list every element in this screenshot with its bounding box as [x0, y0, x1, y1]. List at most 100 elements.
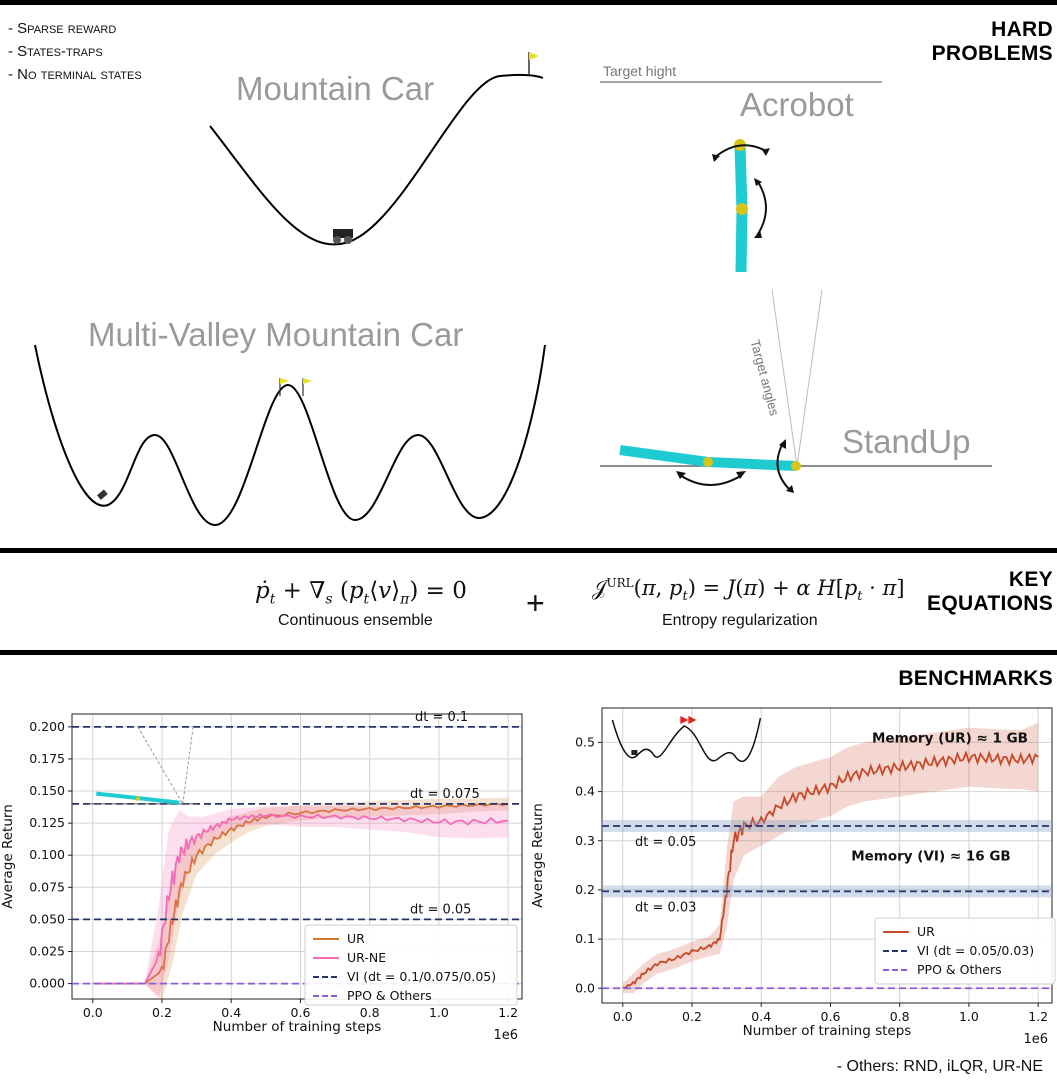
acrobot-diagram	[712, 139, 770, 273]
x-tick-label: 0.6	[291, 1005, 311, 1020]
chart-legend: UR VI (dt = 0.05/0.03) PPO & Others	[874, 917, 1056, 985]
y-tick-label: 0.125	[29, 815, 65, 830]
memory-ur-annotation: Memory (UR) ≈ 1 GB	[872, 730, 1028, 746]
goal-flag-icon	[302, 378, 312, 396]
others-footnote: - Others: RND, iLQR, UR-NE	[836, 1058, 1043, 1075]
x-tick-label: 0.6	[821, 1009, 841, 1024]
y-tick-label: 0.3	[575, 833, 595, 848]
legend-label: VI (dt = 0.05/0.03)	[917, 943, 1034, 958]
bullet-no-terminal: - No terminal states	[8, 66, 142, 83]
benchmarks-rule	[0, 650, 1057, 655]
x-tick-label: 1.0	[959, 1009, 979, 1024]
standup-target-line-2	[796, 289, 823, 467]
y-tick-label: 0.5	[575, 734, 595, 749]
x-tick-label: 0.4	[221, 1005, 241, 1020]
multi-valley-curve	[34, 344, 546, 527]
x-tick-label: 1.0	[429, 1005, 449, 1020]
entropy-equation: 𝒥URL(π, pt) = J(π) + α H[pt · π]	[592, 576, 905, 605]
standup-joint-1	[703, 457, 713, 467]
x-tick-label: 0.2	[152, 1005, 172, 1020]
x-tick-label: 0.8	[360, 1005, 380, 1020]
ur-series-line	[622, 750, 1039, 989]
mountain-car-title: Mountain Car	[236, 70, 435, 107]
x-multiplier-label: 1e6	[1023, 1032, 1048, 1045]
standup-target-line-1	[771, 289, 798, 467]
x-tick-label: 0.0	[613, 1009, 633, 1024]
x-multiplier-label: 1e6	[493, 1028, 518, 1043]
ur-series-line	[92, 802, 509, 985]
benchmarks-title: BENCHMARKS	[898, 667, 1053, 690]
acrobot-title: Acrobot	[740, 86, 854, 123]
eq1-caption: Continuous ensemble	[278, 612, 433, 629]
top-rule	[0, 0, 1057, 5]
y-tick-label: 0.4	[575, 784, 595, 799]
plot-frame	[71, 713, 523, 1000]
y-tick-label: 0.2	[575, 882, 595, 897]
y-axis-label: Average Return	[0, 804, 16, 909]
y-tick-label: 0.175	[29, 751, 65, 766]
series-confidence-band	[92, 803, 509, 999]
x-tick-label: 1.2	[1028, 1009, 1048, 1024]
vi-dt-label: dt = 0.05	[635, 835, 696, 850]
y-tick-label: 0.200	[29, 719, 65, 734]
plot-frame	[601, 707, 1053, 1004]
plus-sign: +	[526, 585, 545, 621]
acrobot-joint-2	[736, 203, 748, 215]
legend-label: UR	[917, 924, 935, 939]
red-flag-icon	[688, 716, 697, 724]
rotate-arrow-icon	[776, 444, 791, 491]
red-flag-icon	[680, 716, 689, 724]
x-tick-label: 0.4	[751, 1009, 771, 1024]
mountain-car-diagram	[209, 52, 544, 246]
eq2-caption: Entropy regularization	[662, 612, 818, 629]
y-tick-label: 0.100	[29, 847, 65, 862]
standup-diagram	[600, 289, 992, 493]
x-tick-label: 0.0	[83, 1005, 103, 1020]
continuity-equation: ṗt + ∇s (pt⟨v⟩π) = 0	[255, 578, 467, 608]
multi-valley-diagram	[34, 344, 546, 527]
car-icon	[333, 229, 353, 244]
x-tick-label: 0.2	[682, 1009, 702, 1024]
acrobot-target-label: Target hight	[603, 63, 677, 79]
rotate-arrow-icon	[757, 181, 767, 235]
legend-label: UR-NE	[347, 950, 386, 965]
legend-label: UR	[347, 931, 365, 946]
y-tick-label: 0.075	[29, 879, 65, 894]
legend-label: VI (dt = 0.1/0.075/0.05)	[347, 969, 496, 984]
y-tick-label: 0.150	[29, 783, 65, 798]
key-equations-rule	[0, 548, 1057, 553]
x-tick-label: 1.2	[498, 1005, 518, 1020]
bullet-sparse-reward: - Sparse reward	[8, 20, 117, 37]
y-tick-label: 0.000	[29, 976, 65, 991]
standup-title: StandUp	[842, 423, 971, 460]
problem-properties-list: - Sparse reward - States-traps - No term…	[8, 17, 142, 86]
x-axis-label: Number of training steps	[743, 1023, 912, 1039]
vi-dt-label: dt = 0.1	[415, 710, 468, 725]
standup-joint-2	[791, 461, 801, 471]
memory-vi-annotation: Memory (VI) ≈ 16 GB	[851, 848, 1010, 864]
hard-problems-title: HARD PROBLEMS	[931, 18, 1053, 65]
legend-label: PPO & Others	[347, 988, 432, 1003]
legend-label: PPO & Others	[917, 962, 1002, 977]
x-axis-label: Number of training steps	[213, 1019, 382, 1035]
acrobot-target-line	[600, 81, 882, 83]
y-tick-label: 0.0	[575, 980, 595, 995]
car-icon	[631, 750, 638, 755]
bullet-states-traps: - States-traps	[8, 43, 103, 60]
multi-valley-benchmark-chart: 0.0 0.2 0.4 0.6 0.8 1.0 1.2 0.0 0.1 0.2 0.3 0.4 0.5 N…	[530, 707, 1056, 1045]
chart-legend: UR UR-NE VI (dt = 0.1/0.075/0.05) PPO & Oth…	[304, 924, 518, 1006]
y-tick-label: 0.1	[575, 931, 595, 946]
car-icon	[97, 489, 108, 500]
key-equations-title: KEY EQUATIONS	[927, 568, 1053, 615]
y-tick-label: 0.050	[29, 911, 65, 926]
series-confidence-band	[92, 797, 509, 999]
standup-inset-icon	[87, 726, 197, 805]
goal-flag-icon	[528, 52, 539, 75]
mountain-car-curve	[209, 73, 544, 246]
rotate-arrow-icon	[679, 474, 743, 486]
standup-benchmark-chart: 0.0 0.2 0.4 0.6 0.8 1.0 1.2 0.000 0.025 0.050 0.07…	[0, 710, 523, 1043]
y-tick-label: 0.025	[29, 944, 65, 959]
goal-flag-icon	[279, 378, 289, 396]
multi-valley-title: Multi-Valley Mountain Car	[88, 316, 464, 353]
series-confidence-band	[622, 722, 1039, 994]
